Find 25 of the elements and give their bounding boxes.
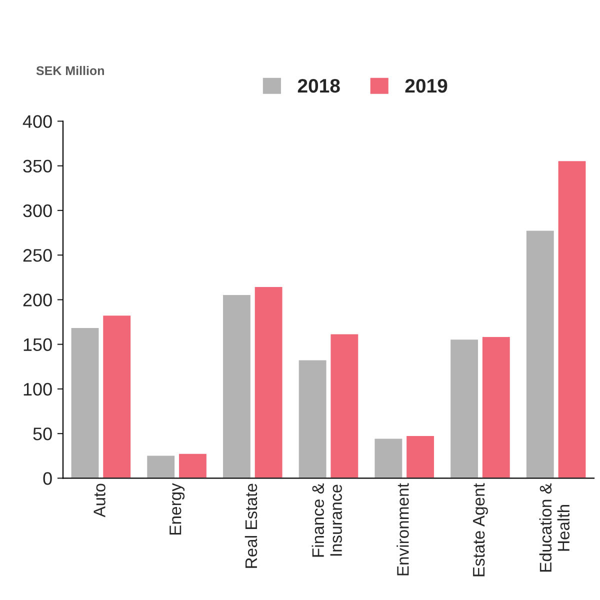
y-axis-title: SEK Million	[36, 66, 104, 76]
y-tick-label: 200	[23, 294, 52, 306]
x-tick-label: Education & Health	[539, 483, 570, 572]
y-tick-label: 400	[22, 115, 52, 128]
y-tick-label: 50	[33, 428, 52, 440]
x-tick-label: Energy	[170, 483, 185, 534]
legend-label: 2019	[405, 78, 448, 93]
x-tick-label: Estate Agent	[473, 483, 488, 576]
x-tick-label: Environment	[396, 483, 409, 576]
y-tick-label: 0	[43, 472, 52, 485]
bar	[102, 314, 132, 478]
bar	[297, 358, 328, 478]
x-tick-label: Finance & Insurance	[312, 483, 342, 557]
y-tick-label: 300	[23, 204, 52, 218]
legend-label: 2018	[298, 78, 340, 93]
bar	[70, 326, 100, 478]
x-tick-label: Auto	[94, 484, 106, 518]
bar	[556, 160, 588, 478]
bar	[329, 332, 360, 478]
y-tick-label: 150	[24, 338, 52, 352]
y-tick-label: 350	[23, 160, 52, 173]
y-tick-label: 250	[23, 249, 52, 262]
y-tick-label: 100	[24, 382, 52, 396]
x-tick-label: Real Estate	[244, 484, 258, 568]
bar	[525, 229, 556, 478]
